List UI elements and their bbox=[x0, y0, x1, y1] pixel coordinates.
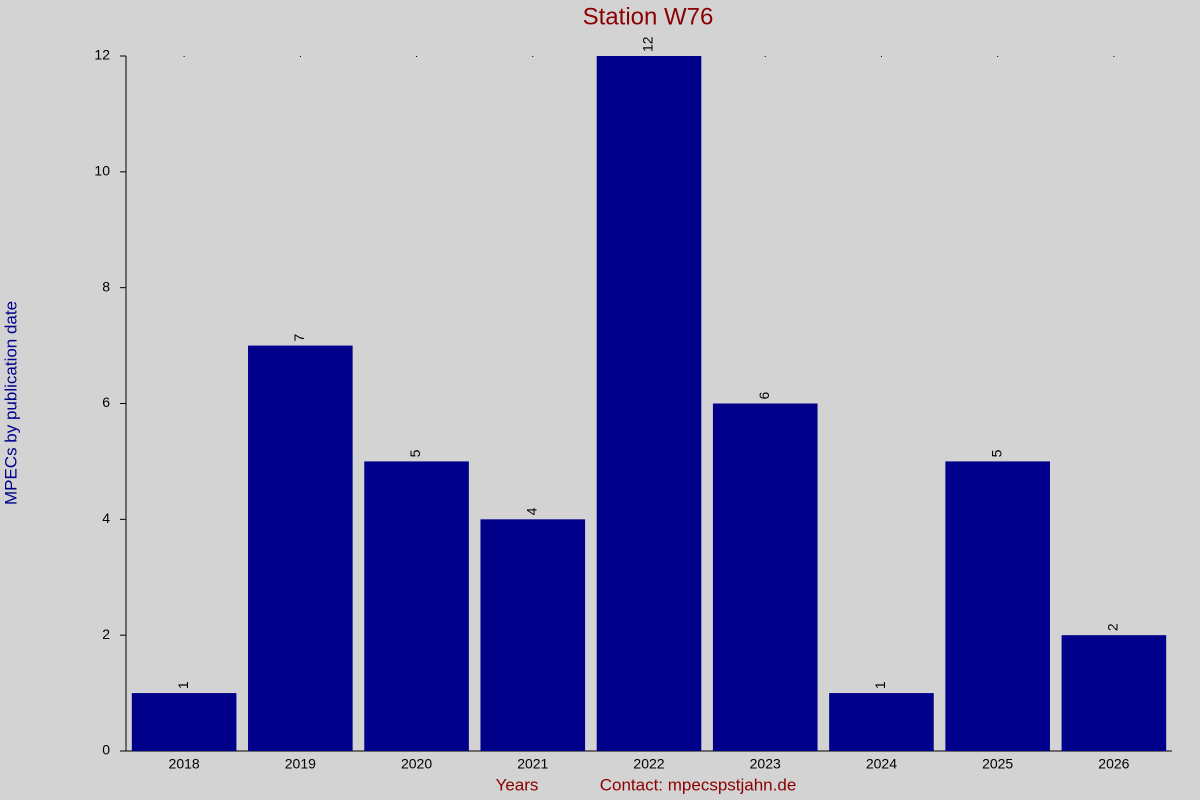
value-label: 1 bbox=[175, 681, 191, 689]
x-tick-label: 2022 bbox=[633, 756, 664, 772]
bar bbox=[945, 461, 1050, 751]
value-label: 5 bbox=[407, 449, 423, 457]
bar bbox=[131, 693, 237, 751]
bar bbox=[712, 403, 818, 751]
y-tick-label: 2 bbox=[102, 626, 110, 642]
x-tick-label: 2019 bbox=[285, 756, 316, 772]
bar bbox=[829, 693, 934, 751]
value-label: 4 bbox=[523, 507, 539, 515]
y-tick-label: 10 bbox=[94, 163, 110, 179]
footer: Contact: mpecspstjahn.de bbox=[600, 775, 797, 794]
x-axis-label: Years bbox=[496, 775, 539, 794]
y-tick-label: 6 bbox=[102, 394, 110, 410]
y-tick-label: 0 bbox=[102, 742, 110, 758]
y-tick-label: 8 bbox=[102, 278, 110, 294]
value-label: 12 bbox=[640, 36, 656, 52]
value-label: 7 bbox=[291, 334, 307, 342]
value-label: 6 bbox=[756, 392, 772, 400]
value-label: 1 bbox=[872, 681, 888, 689]
bar bbox=[1061, 635, 1167, 751]
y-axis-label: MPECs by publication date bbox=[1, 301, 20, 505]
x-tick-label: 2023 bbox=[750, 756, 781, 772]
value-label: 5 bbox=[988, 449, 1004, 457]
bar bbox=[248, 345, 353, 751]
x-tick-label: 2025 bbox=[982, 756, 1013, 772]
x-tick-label: 2021 bbox=[517, 756, 548, 772]
x-tick-label: 2018 bbox=[169, 756, 200, 772]
y-tick-label: 12 bbox=[94, 47, 110, 63]
y-tick-label: 4 bbox=[102, 510, 110, 526]
x-tick-label: 2024 bbox=[866, 756, 897, 772]
chart-title: Station W76 bbox=[583, 3, 714, 30]
value-label: 2 bbox=[1105, 623, 1121, 631]
x-tick-label: 2020 bbox=[401, 756, 432, 772]
bar bbox=[596, 56, 702, 751]
bar bbox=[364, 461, 469, 751]
bar bbox=[480, 519, 586, 751]
x-tick-label: 2026 bbox=[1098, 756, 1129, 772]
